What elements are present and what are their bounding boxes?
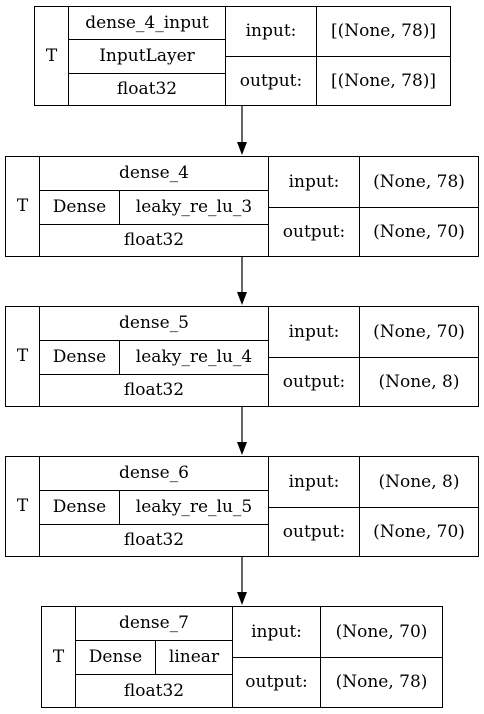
input-shape: (None, 70) [373, 321, 465, 342]
layer-node-dense-7: T dense_7 Dense linear float32 input: ou… [41, 606, 443, 708]
dtype-flag: T [16, 496, 29, 516]
layer-dtype: float32 [123, 380, 185, 400]
layer-class: Dense [52, 497, 107, 517]
layer-name: dense_4 [119, 163, 189, 183]
dtype-flag: T [45, 45, 58, 66]
edge-arrow-0 [237, 106, 247, 155]
input-shape: [(None, 78)] [330, 21, 437, 41]
edge-arrow-2 [237, 407, 247, 455]
input-shape: (None, 78) [373, 171, 465, 192]
layer-dtype: float32 [116, 79, 178, 99]
layer-name: dense_5 [119, 313, 189, 333]
layer-node-dense-6: T dense_6 Dense leaky_re_lu_5 float32 in… [5, 456, 479, 557]
output-shape: (None, 8) [378, 371, 460, 392]
layer-dtype: float32 [123, 680, 185, 701]
output-shape: (None, 78) [335, 672, 428, 692]
output-label: output: [245, 672, 308, 692]
dtype-flag: T [16, 346, 29, 366]
layer-name: dense_7 [119, 613, 189, 633]
layer-node-dense-4-input: T dense_4_input InputLayer float32 input… [34, 6, 451, 106]
layer-activation: leaky_re_lu_5 [135, 497, 253, 517]
edge-arrow-3 [237, 557, 247, 605]
layer-class: InputLayer [99, 46, 195, 66]
layer-name: dense_6 [119, 463, 189, 483]
input-label: input: [288, 321, 340, 342]
dtype-flag: T [52, 646, 65, 667]
layer-node-dense-5: T dense_5 Dense leaky_re_lu_4 float32 in… [5, 306, 479, 407]
output-shape: (None, 70) [373, 221, 465, 242]
edge-arrow-1 [237, 257, 247, 305]
input-label: input: [288, 471, 340, 492]
layer-class: Dense [52, 197, 107, 217]
input-label: input: [251, 621, 302, 642]
layer-activation: leaky_re_lu_3 [135, 197, 253, 217]
input-label: input: [288, 171, 340, 192]
output-shape: [(None, 78)] [330, 70, 437, 91]
input-shape: (None, 8) [378, 471, 460, 492]
layer-class: Dense [52, 347, 107, 367]
output-label: output: [239, 70, 303, 91]
layer-activation: linear [168, 647, 220, 667]
layer-dtype: float32 [123, 230, 185, 250]
layer-class: Dense [88, 647, 143, 667]
input-shape: (None, 70) [335, 621, 428, 642]
layer-node-dense-4: T dense_4 Dense leaky_re_lu_3 float32 in… [5, 156, 479, 257]
dtype-flag: T [16, 196, 29, 216]
output-label: output: [282, 371, 346, 392]
output-label: output: [282, 521, 346, 542]
output-shape: (None, 70) [373, 521, 465, 542]
output-label: output: [282, 221, 346, 242]
layer-activation: leaky_re_lu_4 [135, 347, 253, 367]
layer-dtype: float32 [123, 530, 185, 550]
layer-name: dense_4_input [85, 12, 209, 33]
input-label: input: [245, 21, 297, 41]
